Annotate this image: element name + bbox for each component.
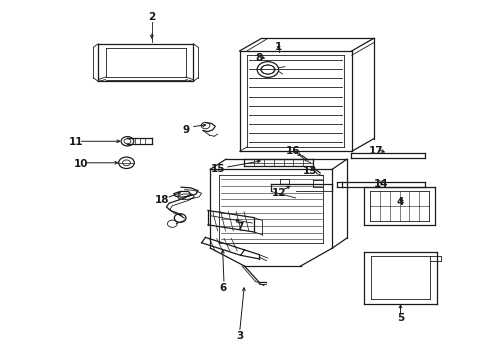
- Text: 12: 12: [271, 188, 285, 198]
- Text: 17: 17: [368, 146, 383, 156]
- Text: 5: 5: [396, 313, 404, 323]
- Text: 13: 13: [303, 166, 317, 176]
- Text: 16: 16: [285, 146, 300, 156]
- Text: 18: 18: [154, 195, 168, 205]
- Text: 9: 9: [182, 125, 189, 135]
- Text: 10: 10: [74, 159, 88, 169]
- Text: 15: 15: [210, 164, 224, 174]
- Text: 2: 2: [148, 12, 155, 22]
- Text: 7: 7: [235, 222, 243, 231]
- Text: 6: 6: [219, 283, 226, 293]
- Text: 11: 11: [69, 138, 83, 147]
- Text: 8: 8: [255, 53, 262, 63]
- Text: 14: 14: [373, 179, 387, 189]
- Text: 4: 4: [396, 197, 404, 207]
- Text: 3: 3: [236, 331, 243, 341]
- Text: 1: 1: [274, 42, 282, 52]
